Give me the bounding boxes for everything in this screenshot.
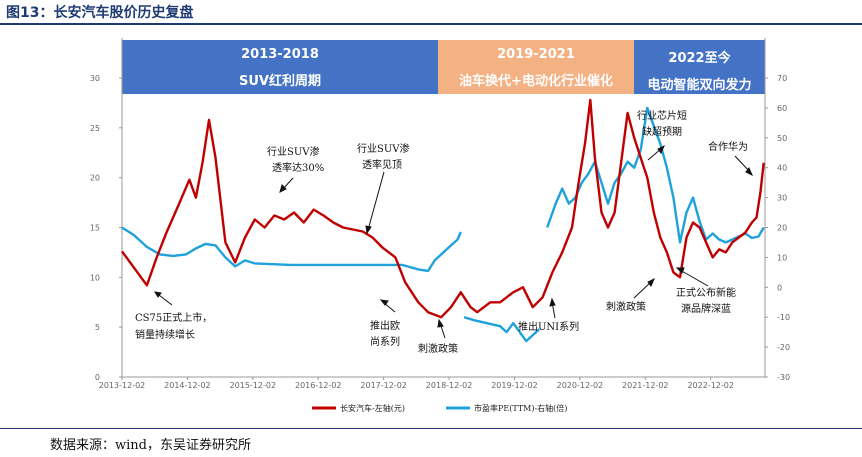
arrow-head bbox=[549, 297, 556, 307]
arrow-head bbox=[745, 167, 753, 177]
arrow-head bbox=[437, 318, 444, 328]
arrow-head bbox=[675, 267, 685, 274]
period-band-2013-2018: 2013-2018 SUV红利周期 bbox=[122, 40, 438, 94]
right-tick-label: -20 bbox=[777, 343, 790, 352]
axes: 0 5 10 15 20 25 30 -30 -20 -10 0 10 20 30 40 50 60 70 2013… bbox=[90, 38, 790, 390]
band-period: 2013-2018 bbox=[241, 47, 319, 62]
x-tick-label: 2015-12-02 bbox=[230, 381, 277, 390]
left-tick-label: 25 bbox=[90, 124, 100, 133]
annotation-chip: 行业芯片短 bbox=[637, 109, 687, 122]
x-tick-label: 2018-12-02 bbox=[426, 381, 473, 390]
right-tick-label: 10 bbox=[777, 253, 787, 262]
annotation-suv30-line2: 透率达30% bbox=[272, 161, 324, 174]
x-tick-label: 2013-12-02 bbox=[99, 381, 146, 390]
left-tick-label: 5 bbox=[95, 323, 100, 332]
annotation-uni: 推出UNI系列 bbox=[518, 320, 579, 333]
left-tick-label: 0 bbox=[95, 373, 100, 382]
arrow-head bbox=[647, 277, 655, 287]
annotation-cs75: CS75正式上市， bbox=[135, 311, 212, 324]
left-tick-label: 15 bbox=[90, 224, 100, 233]
pe-ratio-line-negative bbox=[463, 316, 541, 343]
right-tick-label: 20 bbox=[777, 224, 787, 233]
annotation-oushang-line2: 尚系列 bbox=[370, 335, 400, 348]
pe-ratio-line bbox=[121, 226, 462, 273]
arrow-suv-peak bbox=[367, 171, 385, 231]
legend-label-price: 长安汽车-左轴(元) bbox=[340, 403, 405, 413]
period-band-2022: 2022至今 电动智能双向发力 bbox=[634, 40, 765, 94]
period-band-2019-2021: 2019-2021 油车换代+电动化行业催化 bbox=[438, 40, 634, 94]
pe-ratio-line-2020 bbox=[546, 106, 765, 244]
annotation-suv-peak: 行业SUV渗 bbox=[357, 142, 410, 155]
right-tick-label: 60 bbox=[777, 104, 787, 113]
band-theme: 电动智能双向发力 bbox=[647, 78, 752, 93]
x-tick-label: 2022-12-02 bbox=[687, 381, 734, 390]
x-tick-label: 2019-12-02 bbox=[491, 381, 538, 390]
annotation-oushang: 推出欧 bbox=[370, 319, 400, 332]
right-tick-label: 0 bbox=[777, 283, 782, 292]
annotation-chip-line2: 缺超预期 bbox=[642, 125, 682, 138]
top-rule bbox=[0, 23, 862, 25]
annotation-deepal: 正式公布新能 bbox=[676, 286, 736, 299]
band-theme: 油车换代+电动化行业催化 bbox=[459, 74, 613, 89]
figure-title: 图13：长安汽车股价历史复盘 bbox=[6, 5, 194, 21]
x-tick-label: 2020-12-02 bbox=[557, 381, 604, 390]
stock-price-line bbox=[121, 98, 765, 319]
legend-label-pe: 市盈率PE(TTM)-右轴(倍) bbox=[474, 403, 567, 413]
annotation-stimulus-2022: 刺激政策 bbox=[606, 300, 646, 313]
x-tick-label: 2014-12-02 bbox=[164, 381, 211, 390]
annotation-deepal-line2: 源品牌深蓝 bbox=[681, 302, 731, 315]
annotation-stimulus-2019: 刺激政策 bbox=[418, 342, 458, 355]
annotation-suv-peak-line2: 透率见顶 bbox=[362, 158, 402, 171]
source-note: 数据来源：wind，东吴证券研究所 bbox=[50, 438, 251, 453]
band-theme: SUV红利周期 bbox=[239, 74, 321, 89]
left-tick-label: 20 bbox=[90, 174, 100, 183]
arrow-head bbox=[365, 225, 372, 235]
left-tick-label: 10 bbox=[90, 273, 100, 282]
right-tick-label: -10 bbox=[777, 313, 790, 322]
right-tick-label: 70 bbox=[777, 74, 787, 83]
annotation-cs75-line2: 销量持续增长 bbox=[135, 328, 195, 341]
band-period: 2022至今 bbox=[668, 51, 731, 66]
arrow-head bbox=[657, 144, 665, 154]
arrow-head bbox=[279, 184, 287, 193]
arrow-deepal bbox=[679, 269, 709, 287]
right-tick-label: 40 bbox=[777, 164, 787, 173]
right-tick-label: 30 bbox=[777, 194, 787, 203]
series-lines bbox=[121, 98, 765, 343]
right-tick-label: 50 bbox=[777, 134, 787, 143]
annotation-suv30: 行业SUV渗 bbox=[267, 145, 320, 158]
x-tick-label: 2016-12-02 bbox=[295, 381, 342, 390]
left-tick-label: 30 bbox=[90, 74, 100, 83]
right-tick-label: -30 bbox=[777, 373, 790, 382]
annotation-huawei: 合作华为 bbox=[708, 140, 748, 153]
band-period: 2019-2021 bbox=[497, 47, 575, 62]
legend: 长安汽车-左轴(元) 市盈率PE(TTM)-右轴(倍) bbox=[312, 403, 567, 413]
x-tick-label: 2021-12-02 bbox=[622, 381, 669, 390]
x-tick-label: 2017-12-02 bbox=[360, 381, 407, 390]
annotations: CS75正式上市， 销量持续增长 行业SUV渗 透率达30% 行业SUV渗 透率… bbox=[135, 109, 753, 355]
stock-price-chart: 0 5 10 15 20 25 30 -30 -20 -10 0 10 20 30 40 50 60 70 2013… bbox=[90, 38, 790, 413]
arrow-head bbox=[154, 291, 162, 298]
arrow-head bbox=[379, 299, 389, 306]
bottom-rule bbox=[0, 428, 862, 429]
